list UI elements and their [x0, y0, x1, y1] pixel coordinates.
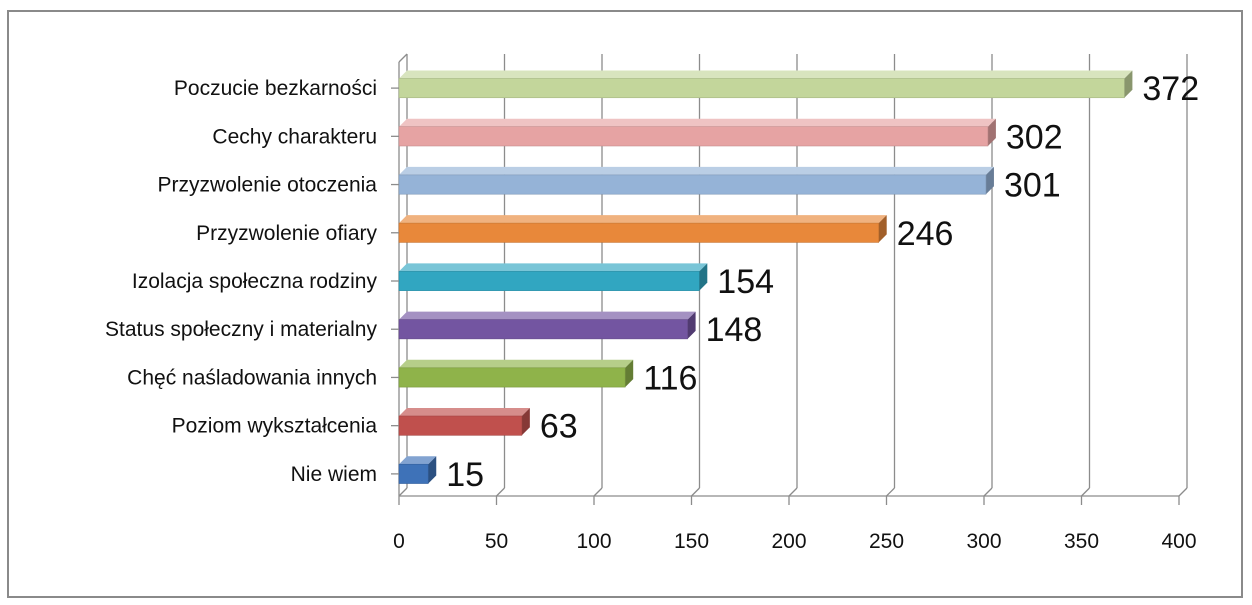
data-label: 15	[446, 456, 484, 494]
category-label: Przyzwolenie otoczenia	[158, 174, 378, 197]
bar	[398, 319, 688, 340]
category-label: Poczucie bezkarności	[174, 77, 377, 100]
category-label: Chęć naśladowania innych	[127, 366, 377, 389]
bar-group	[398, 408, 530, 436]
x-tick-label: 250	[869, 530, 904, 553]
bar-group	[398, 70, 1133, 99]
bar	[398, 222, 880, 243]
bar-top	[399, 311, 696, 320]
floor-tick	[886, 487, 895, 497]
floor-tick	[788, 487, 798, 497]
data-label: 154	[717, 263, 774, 301]
bar-chart: 0 50 100 150 200 250 300 350 400 Poczucie bezkarn…	[105, 53, 1199, 553]
floor-tick	[983, 487, 993, 497]
category-label: Poziom wykształcenia	[172, 415, 378, 438]
data-label: 301	[1004, 167, 1061, 205]
floor-tick	[398, 487, 408, 497]
floor-tick	[1178, 487, 1188, 497]
category-label: Status społeczny i materialny	[105, 318, 377, 341]
bar	[398, 78, 1125, 99]
category-label: Izolacja społeczna rodziny	[132, 270, 378, 293]
bar-group	[398, 311, 696, 340]
bar-side	[985, 166, 994, 195]
bar-side	[428, 456, 437, 484]
x-tick-label: 150	[674, 530, 709, 553]
data-label: 246	[897, 215, 954, 253]
bar-group	[398, 263, 708, 291]
bar-top	[399, 215, 887, 224]
bar-side	[878, 215, 887, 243]
category-label: Przyzwolenie ofiary	[196, 222, 377, 245]
bar	[398, 415, 523, 436]
x-tick-label: 350	[1064, 530, 1099, 553]
bar-top	[399, 70, 1133, 79]
floor-tick	[1081, 487, 1090, 497]
data-label: 116	[643, 359, 697, 397]
bar-top	[399, 456, 437, 465]
bar-top	[399, 118, 996, 127]
data-label: 63	[540, 408, 578, 446]
category-label: Cechy charakteru	[212, 125, 377, 148]
data-label: 302	[1006, 118, 1063, 156]
bar-top	[399, 166, 994, 175]
floor-tick	[593, 487, 603, 497]
bars	[398, 70, 1133, 484]
bar-side	[987, 118, 996, 146]
x-tick-label: 400	[1161, 530, 1196, 553]
x-tick-label: 300	[966, 530, 1001, 553]
data-label: 148	[706, 311, 763, 349]
bar	[398, 463, 429, 484]
bar-group	[398, 118, 996, 147]
bar	[398, 174, 987, 195]
category-label: Nie wiem	[291, 463, 377, 486]
chart-frame: 0 50 100 150 200 250 300 350 400 Poczucie bezkarn…	[7, 10, 1243, 598]
x-tick-label: 200	[771, 530, 806, 553]
bar-side	[687, 311, 696, 339]
bar	[398, 367, 626, 388]
bar-group	[398, 166, 994, 195]
floor-tick	[496, 487, 505, 497]
y-axis-depth	[398, 53, 408, 63]
bar-group	[398, 359, 634, 388]
bar-group	[398, 215, 887, 243]
bar-side	[625, 359, 634, 388]
bar	[398, 271, 700, 291]
x-tick-label: 0	[393, 530, 405, 553]
bar-side	[699, 263, 708, 291]
bar-side	[521, 408, 530, 436]
floor-tick	[691, 487, 700, 497]
bar-side	[1124, 70, 1133, 98]
bar-top	[399, 408, 530, 417]
bar-group	[398, 456, 437, 484]
x-tick-label: 100	[576, 530, 611, 553]
bar-top	[399, 263, 708, 272]
data-label: 372	[1142, 70, 1199, 108]
x-tick-label: 50	[485, 530, 508, 553]
bar-top	[399, 359, 634, 368]
bar	[398, 126, 989, 147]
